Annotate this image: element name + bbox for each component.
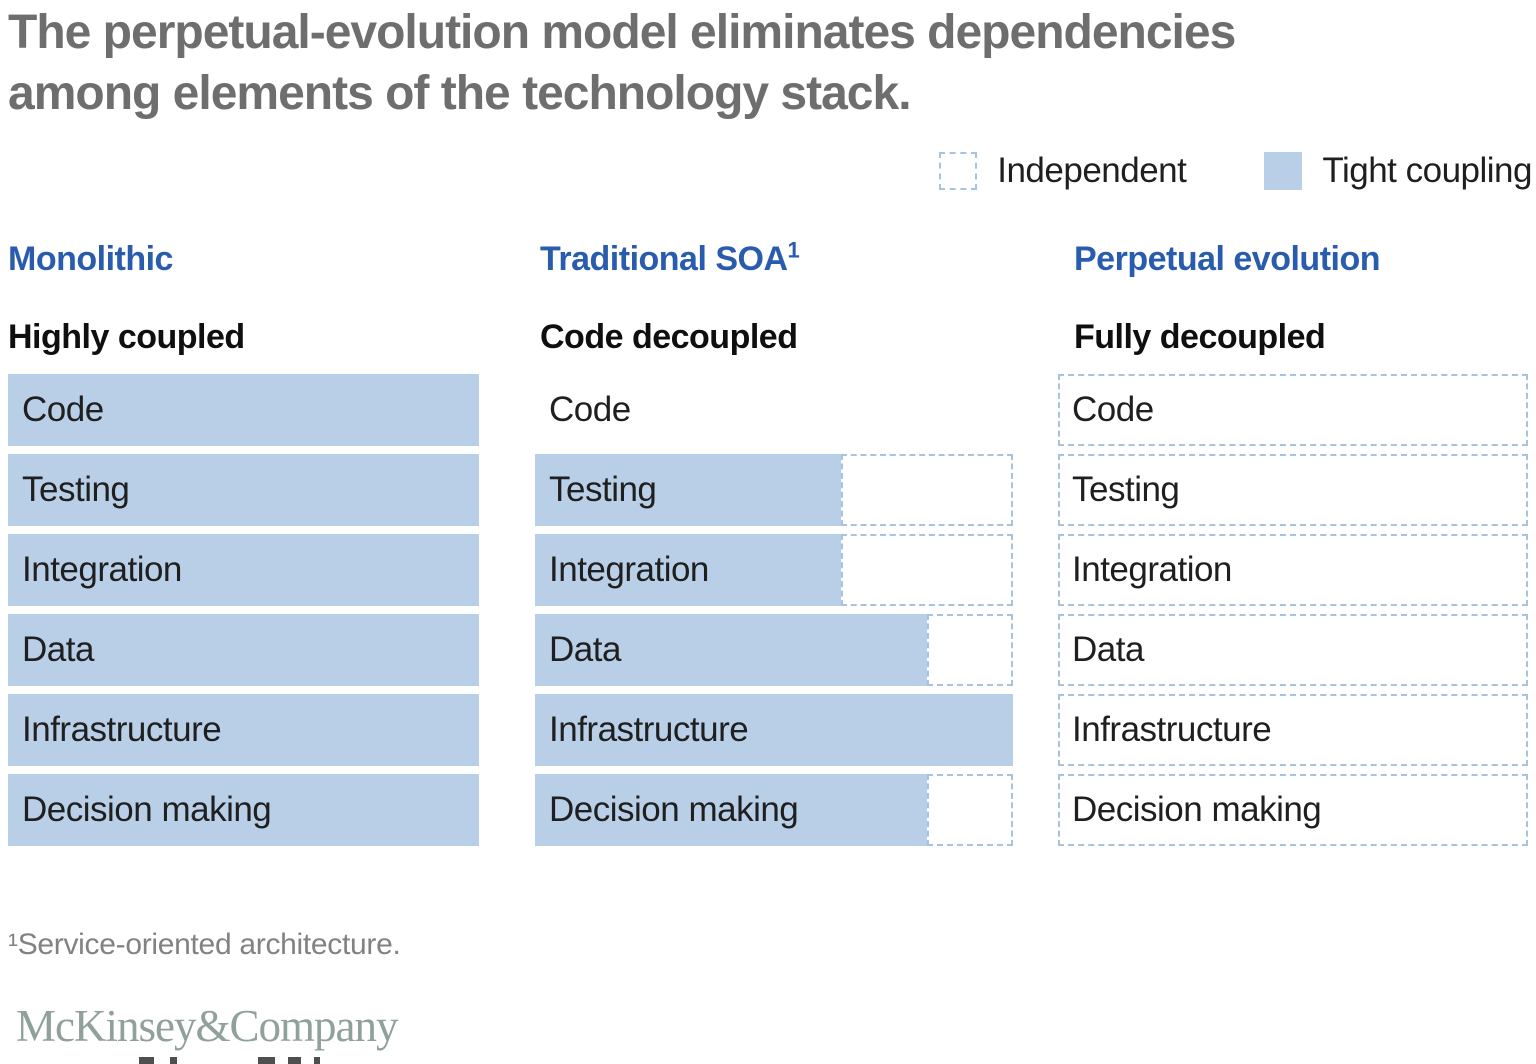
clipped-text-fragment	[139, 1057, 154, 1064]
stack-row-testing: Testing	[535, 454, 1013, 526]
stack-row-label: Testing	[22, 470, 130, 509]
stack-row-infrastructure: Infrastructure	[535, 694, 1013, 766]
column-perpetual-evolution: Perpetual evolution Fully decoupled Code…	[1058, 238, 1528, 854]
independent-box	[1058, 614, 1528, 686]
independent-box	[1058, 774, 1528, 846]
stack-row-integration: Integration	[8, 534, 479, 606]
coupling-bar	[535, 454, 841, 526]
column-traditional-soa-header-text: Traditional SOA	[540, 240, 788, 278]
column-monolithic-subheader: Highly coupled	[8, 318, 245, 356]
stack-row-data: Data	[1058, 614, 1528, 686]
stack-row-integration: Integration	[535, 534, 1013, 606]
stack-row-decision-making: Decision making	[535, 774, 1013, 846]
legend-independent-label: Independent	[997, 151, 1187, 190]
stack-row-code: Code	[535, 374, 1013, 446]
clipped-text-fragment	[258, 1057, 275, 1064]
coupling-bar	[535, 694, 1013, 766]
column-monolithic: Monolithic Highly coupled Code Testing I…	[8, 238, 479, 854]
footnote-marker: 1	[787, 237, 800, 263]
coupling-bar	[8, 614, 479, 686]
stack-row-label: Testing	[549, 470, 657, 509]
column-perpetual-evolution-subheader: Fully decoupled	[1074, 318, 1326, 356]
independent-box	[1058, 694, 1528, 766]
coupling-bar	[8, 374, 479, 446]
stack-row-label: Code	[22, 390, 104, 429]
mckinsey-logo: McKinsey&Company	[16, 1001, 398, 1051]
independent-swatch-icon	[939, 152, 978, 190]
coupling-bar	[535, 534, 841, 606]
clipped-text-fragment	[288, 1057, 301, 1064]
stack-row-label: Data	[1072, 630, 1144, 669]
independent-box	[926, 774, 1013, 846]
stack-row-label: Integration	[1072, 550, 1232, 589]
independent-box	[1058, 454, 1528, 526]
stack-row-label: Infrastructure	[22, 710, 222, 749]
coupling-bar	[8, 454, 479, 526]
column-traditional-soa-rows: Code Testing Integration Data Infrastruc…	[535, 374, 1013, 846]
stack-row-code: Code	[8, 374, 479, 446]
column-perpetual-evolution-rows: Code Testing Integration Data Infrastruc…	[1058, 374, 1528, 846]
footnote: ¹Service-oriented architecture.	[8, 928, 401, 961]
stack-row-integration: Integration	[1058, 534, 1528, 606]
stack-row-label: Decision making	[22, 790, 272, 829]
stack-row-testing: Testing	[8, 454, 479, 526]
stack-row-label: Integration	[22, 550, 182, 589]
stack-row-label: Data	[549, 630, 621, 669]
coupling-bar	[8, 534, 479, 606]
column-monolithic-rows: Code Testing Integration Data Infrastruc…	[8, 374, 479, 846]
column-traditional-soa-header: Traditional SOA1	[535, 238, 1013, 280]
stack-row-label: Infrastructure	[549, 710, 749, 749]
independent-box	[840, 454, 1013, 526]
column-monolithic-header: Monolithic	[8, 240, 173, 278]
stack-row-label: Integration	[549, 550, 709, 589]
stack-row-infrastructure: Infrastructure	[1058, 694, 1528, 766]
stack-row-infrastructure: Infrastructure	[8, 694, 479, 766]
legend: Independent Tight coupling	[939, 151, 1532, 191]
stack-row-label: Code	[1072, 390, 1154, 429]
stack-row-decision-making: Decision making	[8, 774, 479, 846]
independent-box	[1058, 534, 1528, 606]
clipped-text-fragment	[170, 1057, 177, 1064]
independent-box	[840, 534, 1013, 606]
stack-row-label: Code	[549, 390, 631, 429]
stack-row-label: Data	[22, 630, 94, 669]
coupling-bar	[8, 774, 479, 846]
stack-row-testing: Testing	[1058, 454, 1528, 526]
coupling-bar	[8, 694, 479, 766]
stack-row-data: Data	[8, 614, 479, 686]
coupling-bar	[535, 614, 927, 686]
clipped-text-fragment	[314, 1057, 320, 1064]
stack-row-label: Decision making	[549, 790, 799, 829]
independent-box	[926, 614, 1013, 686]
independent-box	[1058, 374, 1528, 446]
column-traditional-soa-subheader: Code decoupled	[540, 318, 798, 356]
exhibit-title: The perpetual-evolution model eliminates…	[8, 2, 1236, 124]
stack-row-code: Code	[1058, 374, 1528, 446]
coupling-bar	[535, 774, 927, 846]
stack-row-label: Decision making	[1072, 790, 1322, 829]
exhibit-title-line1: The perpetual-evolution model eliminates…	[8, 6, 1236, 59]
stack-row-data: Data	[535, 614, 1013, 686]
column-traditional-soa: Traditional SOA1 Code decoupled Code Tes…	[535, 238, 1013, 854]
column-perpetual-evolution-header: Perpetual evolution	[1074, 240, 1381, 278]
legend-tight-coupling-label: Tight coupling	[1322, 151, 1532, 190]
stack-row-decision-making: Decision making	[1058, 774, 1528, 846]
stack-row-label: Testing	[1072, 470, 1180, 509]
exhibit-title-line2: among elements of the technology stack.	[8, 67, 912, 120]
tight-coupling-swatch-icon	[1264, 152, 1303, 190]
stack-row-label: Infrastructure	[1072, 710, 1272, 749]
